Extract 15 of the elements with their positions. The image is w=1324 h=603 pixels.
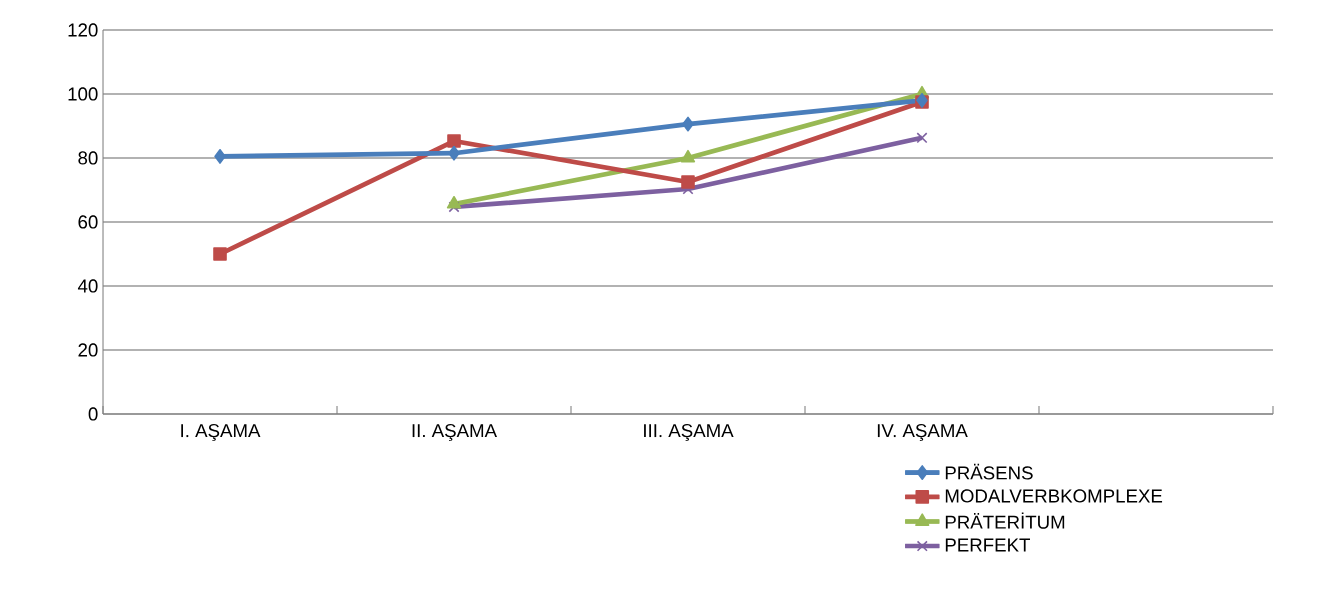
- y-tick-label: 120: [68, 23, 98, 37]
- legend-label: MODALVERBKOMPLEXE: [945, 489, 1163, 503]
- y-tick-label: 80: [78, 151, 98, 165]
- y-tick-label: 20: [78, 343, 98, 357]
- legend-label: PRÄTERİTUM: [945, 512, 1065, 529]
- y-tick-label: 40: [77, 279, 98, 293]
- legend-label: PERFEKT: [945, 538, 1030, 552]
- legend-label: PRÄSENS: [945, 463, 1033, 480]
- x-tick-label: I. AŞAMA: [181, 424, 261, 442]
- y-tick-label: 0: [88, 407, 98, 421]
- x-tick-label: II. AŞAMA: [412, 424, 498, 442]
- y-tick-label: 60: [78, 215, 98, 229]
- y-tick-label: 100: [68, 87, 98, 101]
- x-tick-label: III. AŞAMA: [644, 424, 734, 442]
- x-tick-label: IV. AŞAMA: [877, 424, 968, 442]
